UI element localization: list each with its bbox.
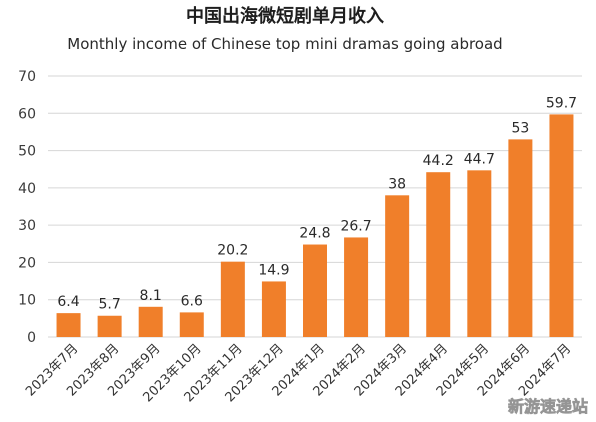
- bar-13: [549, 114, 574, 337]
- x-axis-ticks: 2023年7月2023年8月2023年9月2023年10月2023年11月202…: [23, 341, 574, 405]
- y-axis-ticks: 0 10 20 30 40 50 60 70: [18, 69, 36, 346]
- data-label: 14.9: [258, 262, 289, 278]
- data-label: 6.6: [181, 293, 203, 309]
- y-tick-label: 30: [18, 218, 36, 234]
- y-tick-label: 70: [18, 69, 36, 85]
- bar-6: [261, 281, 286, 337]
- data-label: 20.2: [217, 243, 248, 259]
- data-label: 24.8: [299, 226, 330, 242]
- y-tick-label: 60: [18, 106, 36, 122]
- bar-12: [508, 139, 533, 337]
- data-label: 44.2: [423, 153, 454, 169]
- data-label: 6.4: [57, 294, 79, 310]
- y-tick-label: 0: [27, 330, 36, 346]
- bar-11: [467, 170, 492, 337]
- bar-7: [303, 244, 327, 337]
- bar-1: [56, 313, 81, 337]
- y-tick-label: 40: [18, 181, 36, 197]
- y-tick-label: 50: [18, 144, 36, 160]
- y-tick-label: 10: [18, 293, 36, 309]
- bar-2: [97, 315, 122, 337]
- bar-5: [220, 261, 245, 337]
- bar-3: [138, 306, 163, 337]
- data-label: 44.7: [464, 151, 495, 167]
- watermark-text: 新游速递站: [508, 397, 588, 416]
- data-labels: 6.4 5.7 8.1 6.6 20.2 14.9 24.8 26.7 38 44.2 44.7 53…: [57, 95, 577, 312]
- data-label: 53: [511, 120, 529, 136]
- bar-9: [385, 195, 410, 337]
- data-label: 38: [388, 176, 406, 192]
- data-label: 8.1: [140, 288, 162, 304]
- data-label: 26.7: [340, 218, 371, 234]
- bars: [56, 114, 574, 337]
- data-label: 59.7: [546, 95, 577, 111]
- chart-subtitle: Monthly income of Chinese top mini drama…: [67, 35, 502, 53]
- bar-8: [344, 237, 369, 337]
- y-tick-label: 20: [18, 255, 36, 271]
- chart-title: 中国出海微短剧单月收入: [186, 5, 384, 27]
- bar-10: [426, 172, 451, 337]
- bar-4: [179, 312, 204, 337]
- data-label: 5.7: [98, 297, 120, 313]
